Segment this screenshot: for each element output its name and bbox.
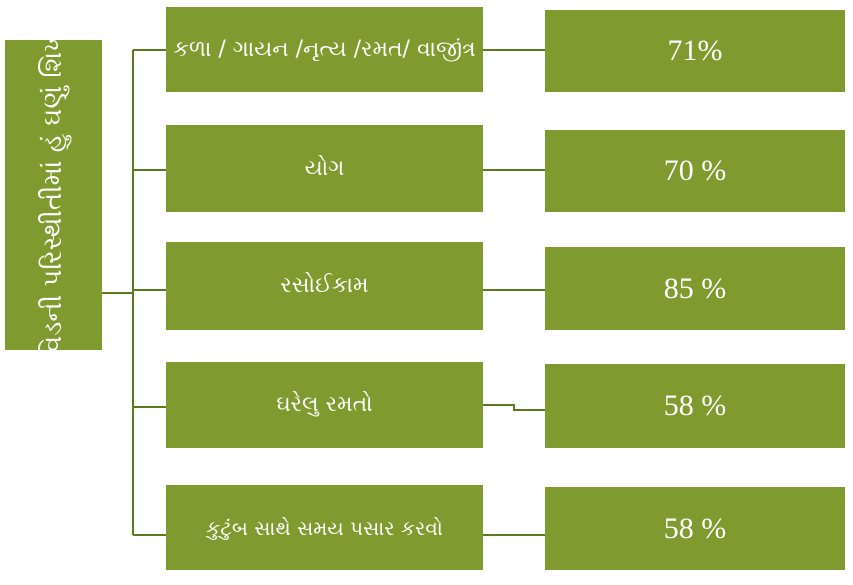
percent-label: 58 % [663,389,727,422]
item-label: કુટુંબ સાથે સમય પસાર કરવો [206,515,443,540]
percent-box: 58 % [545,364,845,448]
item-label: કળા / ગાયન /નૃત્ય /રમત/ વાજીંત્ર [173,36,476,62]
percent-label: 85 % [663,271,727,305]
item-label: ઘરેલુ રમતો [276,392,373,417]
connector [483,404,545,411]
percent-label: 58 % [663,511,727,545]
percent-box: 71% [545,10,845,92]
item-box: રસોઈકામ [166,242,483,330]
root-box: કોવિડની પરિસ્થીતીમાં હું ઘણું શિખ્યો [5,8,102,382]
item-box: કળા / ગાયન /નૃત્ય /રમત/ વાજીંત્ર [166,7,483,92]
percent-label: 71% [667,34,723,67]
item-label: રસોઈકામ [280,273,369,298]
percent-label: 70 % [663,154,727,187]
percent-box: 85 % [545,247,845,330]
item-box: કુટુંબ સાથે સમય પસાર કરવો [166,485,483,570]
percent-box: 70 % [545,130,845,212]
item-box: યોગ [166,125,483,212]
item-box: ઘરેલુ રમતો [166,362,483,448]
item-label: યોગ [304,155,345,181]
root-label: કોવિડની પરિસ્થીતીમાં હું ઘણું શિખ્યો [38,7,69,383]
percent-box: 58 % [545,487,845,570]
